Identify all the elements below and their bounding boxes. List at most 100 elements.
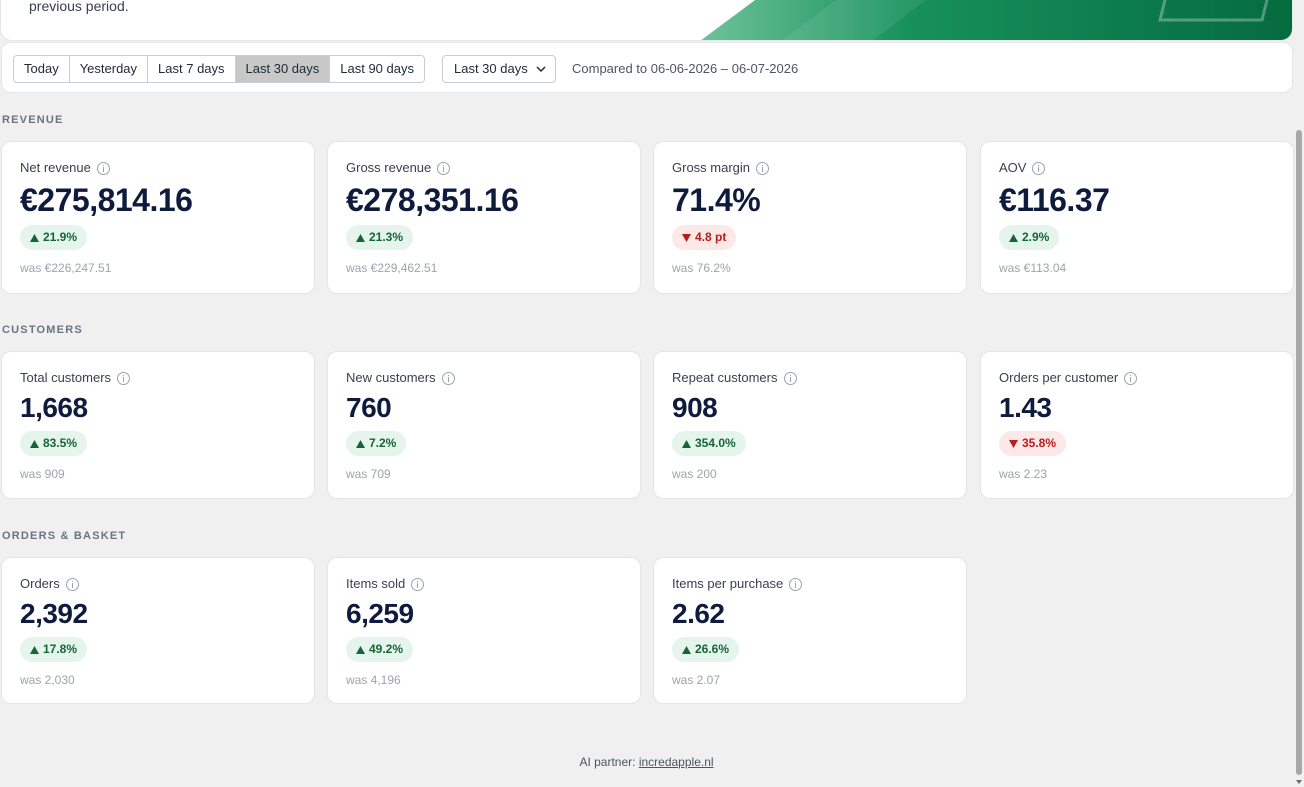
previous-value: was 76.2% [672,261,731,275]
metric-value: 2.62 [672,598,725,629]
metric-card-orders-per-customer: Orders per customer 1.43 35.8% was 2.23 [980,351,1294,499]
arrow-down-icon [682,233,691,242]
section-title-orders-basket: ORDERS & BASKET [2,530,127,542]
info-icon[interactable] [441,372,455,385]
metric-label: AOV [999,160,1046,175]
top-banner: previous period. [0,0,1293,41]
range-yesterday-button[interactable]: Yesterday [69,56,149,82]
change-badge: 4.8 pt [672,225,737,250]
metric-label: Gross revenue [346,160,451,175]
previous-value: was 2.07 [672,673,721,687]
footer: AI partner: incredapple.nl [0,755,1293,769]
change-badge: 21.9% [20,225,88,250]
metric-card-orders: Orders 2,392 17.8% was 2,030 [1,557,315,704]
arrow-up-icon [30,645,39,654]
change-badge: 21.3% [346,225,414,250]
arrow-up-icon [1009,233,1018,242]
metric-label: Orders [20,576,79,591]
metric-value: 1,668 [20,392,88,423]
previous-value: was 2.23 [999,467,1048,481]
date-range-segmented-control: Today Yesterday Last 7 days Last 30 days… [13,55,425,83]
comparison-period-text: Compared to 06-06-2026 – 06-07-2026 [572,61,799,76]
metric-value: 2,392 [20,598,88,629]
previous-value: was 200 [672,467,717,481]
metric-value: 760 [346,392,392,423]
banner-decoration [701,0,1292,40]
change-badge: 7.2% [346,431,407,456]
vertical-scrollbar[interactable] [1294,0,1304,787]
metric-label: Orders per customer [999,370,1138,385]
previous-value: was 709 [346,467,391,481]
metric-label: Gross margin [672,160,770,175]
metric-label: Repeat customers [672,370,797,385]
change-badge: 17.8% [20,637,88,662]
section-title-revenue: REVENUE [2,114,64,126]
change-badge: 26.6% [672,637,740,662]
metric-card-repeat-customers: Repeat customers 908 354.0% was 200 [653,351,967,499]
arrow-up-icon [356,645,365,654]
metric-value: 1.43 [999,392,1052,423]
arrow-down-icon [1009,439,1018,448]
previous-value: was 4,196 [346,673,401,687]
previous-value: was 909 [20,467,65,481]
change-badge: 49.2% [346,637,414,662]
metric-card-gross-margin: Gross margin 71.4% 4.8 pt was 76.2% [653,141,967,294]
metric-card-new-customers: New customers 760 7.2% was 709 [327,351,641,499]
footer-prefix: AI partner: [579,755,639,769]
change-badge: 83.5% [20,431,88,456]
banner-subtitle: previous period. [29,0,129,14]
arrow-up-icon [356,233,365,242]
chevron-down-icon [536,66,546,73]
range-last-7-days-button[interactable]: Last 7 days [148,56,236,82]
info-icon[interactable] [411,578,425,591]
arrow-up-icon [356,439,365,448]
metric-label: Items per purchase [672,576,803,591]
arrow-up-icon [30,233,39,242]
section-title-customers: CUSTOMERS [2,324,83,336]
arrow-up-icon [682,439,691,448]
info-icon[interactable] [96,162,110,175]
metric-value: 6,259 [346,598,414,629]
metric-value: €278,351.16 [346,182,519,218]
arrow-up-icon [682,645,691,654]
date-range-dropdown[interactable]: Last 30 days [442,55,556,83]
change-badge: 35.8% [999,431,1067,456]
range-last-90-days-button[interactable]: Last 90 days [330,56,424,82]
info-icon[interactable] [1032,162,1046,175]
previous-value: was 2,030 [20,673,75,687]
metric-label: Total customers [20,370,131,385]
metric-card-items-per-purchase: Items per purchase 2.62 26.6% was 2.07 [653,557,967,704]
metric-card-aov: AOV €116.37 2.9% was €113.04 [980,141,1294,294]
metric-value: 908 [672,392,718,423]
info-icon[interactable] [437,162,451,175]
info-icon[interactable] [789,578,803,591]
metric-value: €116.37 [999,182,1110,218]
scroll-down-arrow-icon[interactable] [1296,780,1302,784]
previous-value: was €113.04 [999,261,1067,275]
range-last-30-days-button[interactable]: Last 30 days [235,56,331,82]
date-filter-bar: Today Yesterday Last 7 days Last 30 days… [1,42,1293,93]
dropdown-value: Last 30 days [454,61,528,76]
metric-label: Net revenue [20,160,110,175]
change-badge: 2.9% [999,225,1060,250]
scrollbar-thumb[interactable] [1296,130,1302,775]
metric-card-gross-revenue: Gross revenue €278,351.16 21.3% was €229… [327,141,641,294]
partner-link[interactable]: incredapple.nl [638,755,714,769]
info-icon[interactable] [1124,372,1138,385]
range-today-button[interactable]: Today [14,56,70,82]
metric-value: €275,814.16 [20,182,193,218]
info-icon[interactable] [117,372,131,385]
change-badge: 354.0% [672,431,746,456]
metric-card-items-sold: Items sold 6,259 49.2% was 4,196 [327,557,641,704]
metric-label: Items sold [346,576,425,591]
metric-card-net-revenue: Net revenue €275,814.16 21.9% was €226,2… [1,141,315,294]
info-icon[interactable] [756,162,770,175]
metric-card-total-customers: Total customers 1,668 83.5% was 909 [1,351,315,499]
metric-value: 71.4% [672,182,761,218]
previous-value: was €226,247.51 [20,261,112,275]
previous-value: was €229,462.51 [346,261,438,275]
info-icon[interactable] [783,372,797,385]
metric-label: New customers [346,370,455,385]
arrow-up-icon [30,439,39,448]
info-icon[interactable] [65,578,79,591]
